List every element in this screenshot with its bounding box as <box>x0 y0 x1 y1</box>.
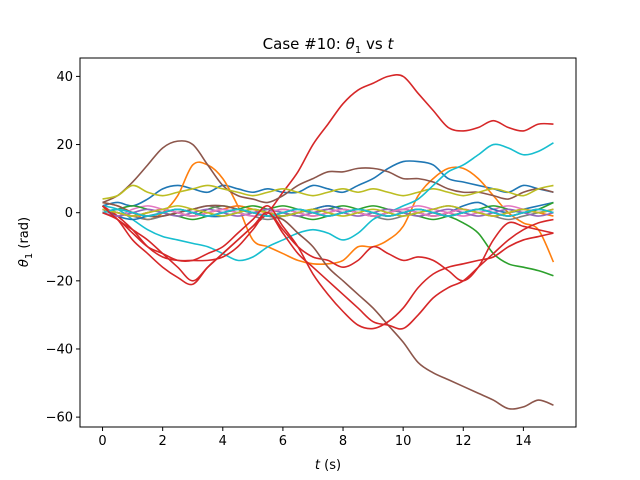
chart-title: Case #10: θ1 vs t <box>263 35 395 56</box>
series-line-2 <box>102 161 555 266</box>
x-axis-ticks: 0 2 4 6 8 10 12 14 <box>98 427 532 449</box>
series-line-15 <box>102 208 554 217</box>
series-line-20 <box>102 208 554 217</box>
y-axis-label: θ1 (rad) <box>17 217 35 267</box>
y-tick-label-1: −40 <box>46 342 73 357</box>
y-tick-label-0: −60 <box>46 411 73 426</box>
series-line-10 <box>102 142 554 262</box>
series-line-1 <box>102 160 554 207</box>
x-tick-label-6: 12 <box>455 434 472 449</box>
series-line-9 <box>102 184 554 200</box>
x-tick-label-7: 14 <box>515 434 532 449</box>
plot-area-frame <box>79 57 577 428</box>
y-tick-label-4: 20 <box>56 138 73 153</box>
x-tick-label-3: 6 <box>279 434 287 449</box>
x-tick-label-0: 0 <box>98 434 106 449</box>
x-tick-label-5: 10 <box>395 434 412 449</box>
x-tick-label-4: 8 <box>339 434 347 449</box>
series-line-4 <box>102 74 554 286</box>
x-axis-label: t (s) <box>315 458 341 473</box>
y-tick-label-3: 0 <box>65 206 73 221</box>
series-line-22 <box>102 205 554 330</box>
x-tick-label-1: 2 <box>159 434 167 449</box>
y-tick-label-2: −20 <box>46 274 73 289</box>
x-tick-label-2: 4 <box>219 434 227 449</box>
series-line-21 <box>102 205 554 330</box>
y-tick-label-5: 40 <box>56 70 73 85</box>
y-axis-ticks: −60 −40 −20 0 20 40 <box>46 70 80 426</box>
series-layer <box>102 74 555 410</box>
series-line-19 <box>102 205 554 217</box>
